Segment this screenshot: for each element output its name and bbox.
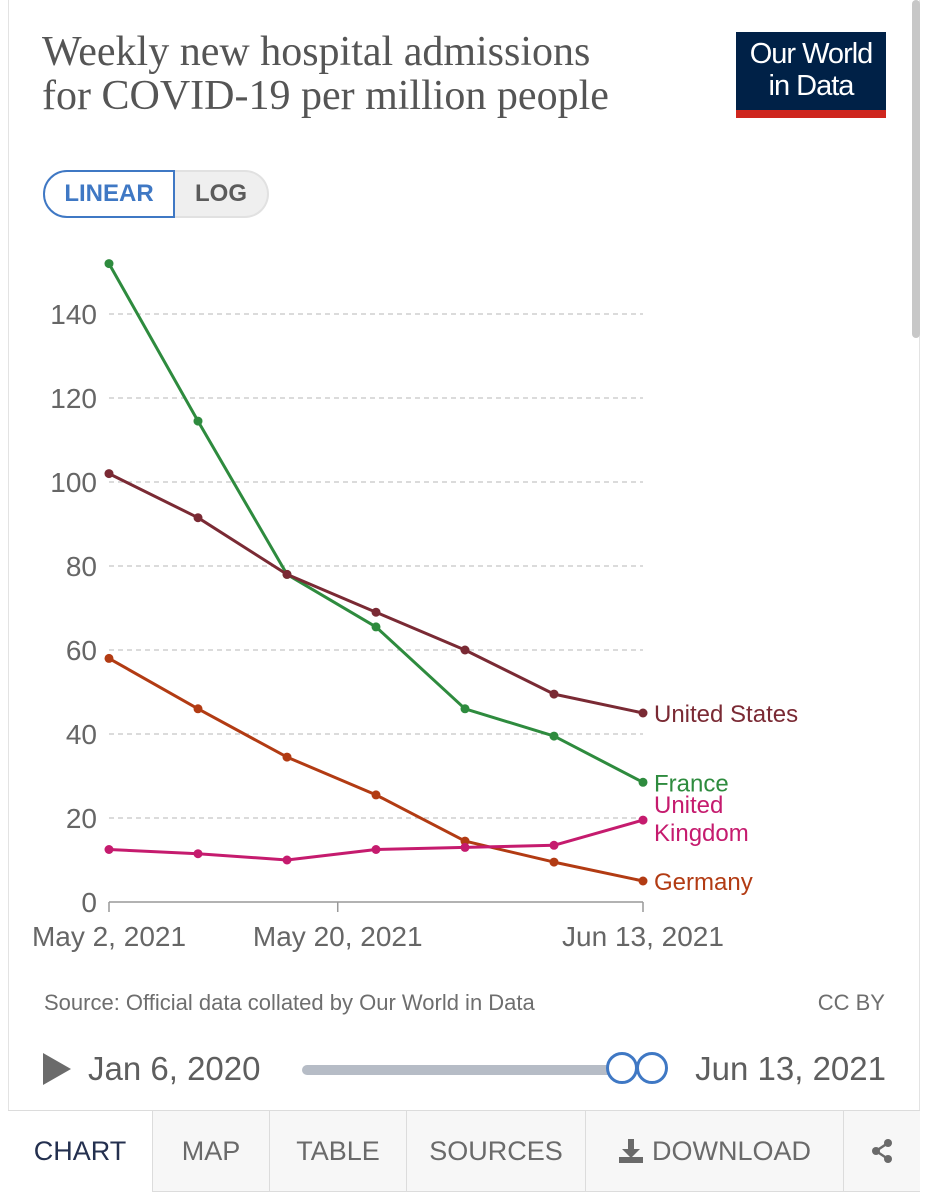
x-tick-label: May 2, 2021 [32,921,186,952]
series-label-france: France [654,770,729,797]
timeline: Jan 6, 2020 Jun 13, 2021 [0,1040,929,1100]
data-point-united-kingdom [282,855,292,865]
data-point-united-states [549,689,559,699]
download-icon [618,1139,643,1163]
chart-title-line1: Weekly new hospital admissions [42,29,591,75]
tab-download-label: DOWNLOAD [651,1135,811,1166]
data-point-germany [104,653,114,663]
data-point-france [549,731,559,741]
tab-sources[interactable]: SOURCES [406,1111,585,1192]
data-point-united-kingdom [460,842,470,852]
tab-chart-label: CHART [33,1136,127,1166]
data-point-united-states [460,645,470,655]
series-label-line: United [654,792,723,819]
timeline-start-handle[interactable] [606,1052,638,1084]
series-line-united-kingdom [108,818,644,862]
x-tick-label: Jun 13, 2021 [562,921,724,952]
source-note[interactable]: Source: Official data collated by Our Wo… [44,990,535,1015]
tab-map[interactable]: MAP [152,1111,269,1192]
y-tick-label: 40 [66,719,97,750]
scrollbar[interactable] [912,0,920,338]
data-point-germany [193,704,203,714]
y-tick-label: 0 [81,887,97,918]
line-chart: 0 20 40 60 80 100 120 140 May 2, 2021 May 20, 202… [32,259,798,952]
series-label-united-states: United States [654,701,798,728]
data-point-united-kingdom [638,815,648,825]
data-point-france [104,259,114,269]
series-label-line: Kingdom [654,820,749,847]
data-point-germany [638,876,648,886]
timeline-track[interactable] [302,1065,626,1075]
data-point-germany [460,836,470,846]
data-point-germany [371,790,381,800]
timeline-end-date: Jun 13, 2021 [695,1050,886,1087]
logo-line1: Our World [749,38,874,70]
y-tick-label: 80 [66,551,97,582]
y-tick-label: 100 [50,467,97,498]
linear-scale-button[interactable]: LINEAR [43,170,175,218]
tab-sources-label: SOURCES [429,1135,563,1166]
data-point-france [460,704,470,714]
timeline-start-date: Jan 6, 2020 [88,1050,261,1087]
x-tick-label: May 20, 2021 [253,921,423,952]
data-point-france [193,416,203,426]
tab-download[interactable]: DOWNLOAD [585,1111,843,1192]
logo-accent-bar [736,110,886,118]
data-point-germany [282,752,292,762]
y-tick-label: 60 [66,635,97,666]
chart-title-line2: for COVID-19 per million people [42,73,609,119]
scale-toggle: LINEAR LOG [43,170,269,218]
tab-table-label: TABLE [296,1135,380,1166]
y-tick-label: 140 [50,299,97,330]
logo-line2: in Data [768,70,855,102]
data-point-united-kingdom [371,845,381,854]
y-tick-label: 20 [66,803,97,834]
license-link[interactable]: CC BY [817,990,885,1015]
data-point-france [371,622,381,632]
series-label-line: France [654,770,729,797]
play-icon[interactable] [43,1053,71,1085]
data-point-united-kingdom [193,849,203,859]
tab-table[interactable]: TABLE [269,1111,406,1192]
series-line-united-states [108,472,644,715]
tab-share[interactable] [843,1111,920,1192]
share-icon [872,1139,892,1163]
tab-map-label: MAP [181,1135,241,1166]
owid-logo[interactable]: Our World in Data [736,32,886,118]
log-scale-button[interactable]: LOG [175,170,269,218]
chart-title: Weekly new hospital admissions for COVID… [42,30,702,118]
tab-bar: CHART MAP TABLE SOURCES DOWNLOAD [8,1110,920,1192]
series-label-united-kingdom: United Kingdom [654,792,749,847]
series-label-line: Germany [654,869,753,896]
data-point-united-states [282,569,292,579]
series-label-line: United States [654,701,798,728]
data-point-united-states [193,513,203,523]
y-tick-label: 120 [50,383,97,414]
data-point-united-states [371,607,381,617]
data-point-united-states [104,469,114,479]
data-point-united-states [638,708,648,718]
series-label-germany: Germany [654,869,753,896]
data-point-france [638,777,648,787]
data-point-united-kingdom [549,840,559,850]
data-point-germany [549,857,559,867]
data-point-united-kingdom [104,845,114,854]
timeline-end-handle[interactable] [636,1052,668,1084]
tab-chart[interactable]: CHART [8,1111,152,1192]
